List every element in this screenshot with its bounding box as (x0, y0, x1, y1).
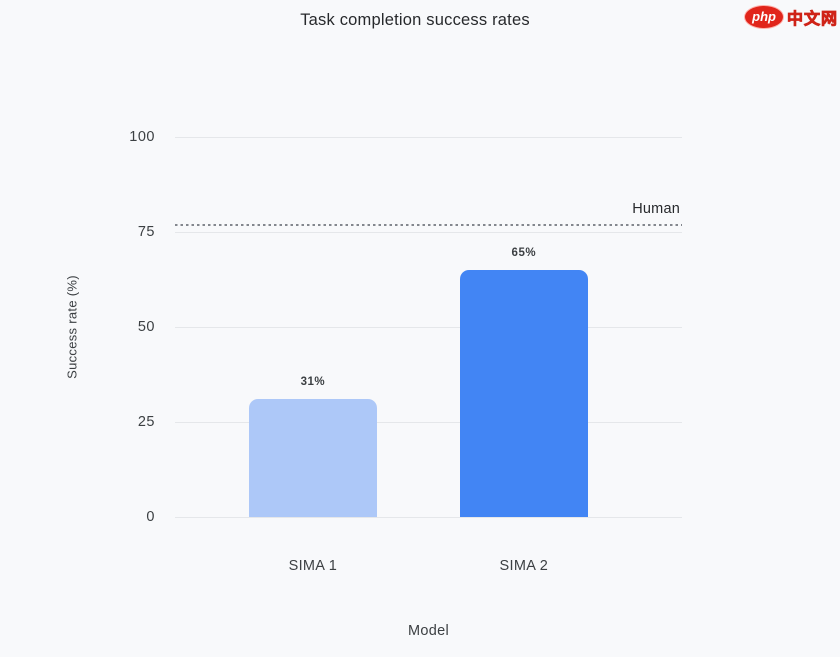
gridline (175, 232, 682, 233)
x-tick-label: SIMA 1 (288, 558, 338, 574)
human-reference-label: Human (632, 201, 680, 218)
human-reference-line (175, 224, 682, 227)
y-axis-title: Success rate (%) (64, 275, 80, 379)
x-axis-title: Model (408, 623, 449, 639)
plot-area: 0 25 50 75 100 31% SIMA 1 65% SIMA 2 Human (129, 129, 682, 574)
gridline (175, 517, 682, 518)
bar (459, 270, 588, 517)
y-tick-label: 75 (137, 224, 155, 240)
x-tick-label: SIMA 2 (499, 558, 549, 574)
y-tick-label: 100 (129, 129, 155, 145)
site-logo-text: 中文网 (786, 11, 838, 29)
bar-value-label: 31% (300, 376, 326, 389)
chart-title: Task completion success rates (300, 11, 530, 29)
y-tick-label: 25 (137, 414, 155, 430)
bar-value-label: 65% (511, 247, 537, 259)
bar (248, 399, 377, 517)
php-logo-icon: php (744, 5, 784, 29)
gridline (175, 327, 682, 328)
y-tick-label: 0 (146, 509, 155, 525)
gridline (175, 137, 682, 138)
gridline (175, 422, 682, 423)
site-logo[interactable]: php 中文网 (744, 5, 838, 29)
y-tick-label: 50 (137, 319, 155, 335)
